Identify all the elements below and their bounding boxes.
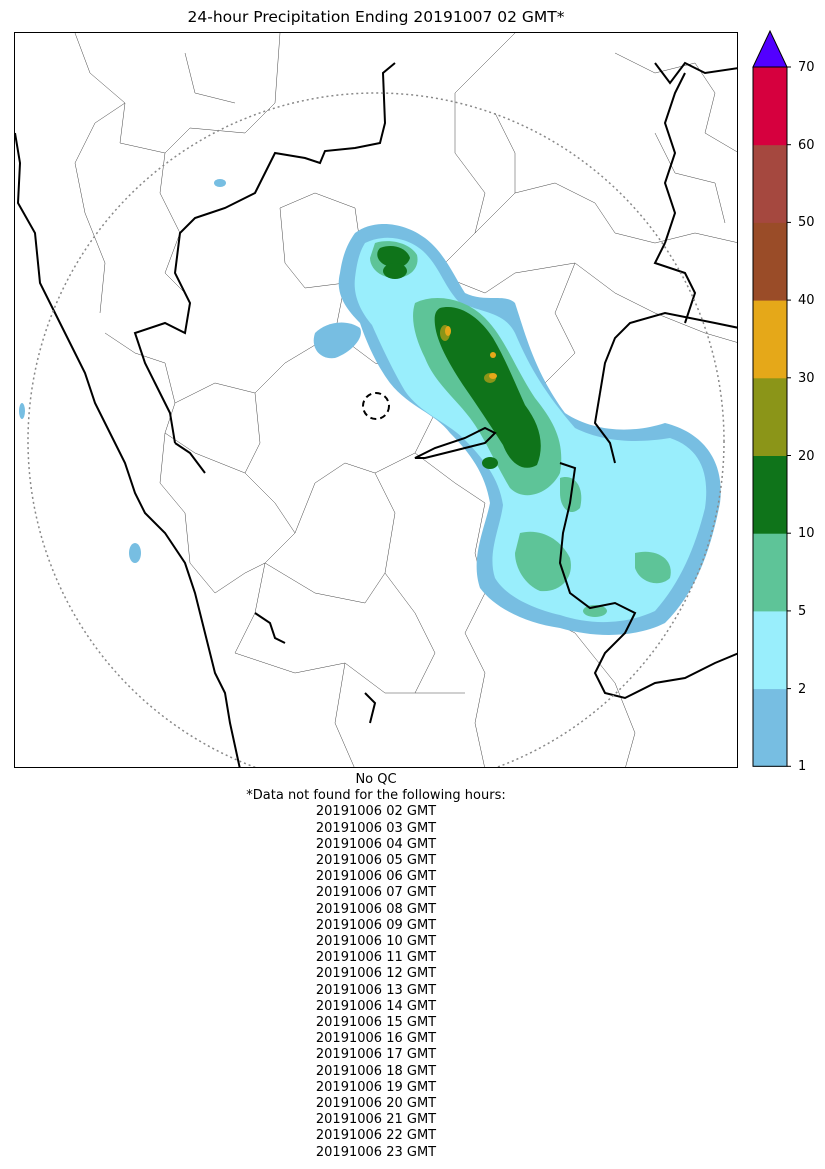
district-boundaries: [74, 33, 737, 767]
missing-hour-item: 20191006 20 GMT: [315, 1096, 437, 1112]
notes-block: No QC *Data not found for the following …: [0, 772, 752, 1161]
colorbar-segment: [753, 222, 787, 301]
missing-hour-item: 20191006 09 GMT: [315, 917, 437, 933]
missing-hour-item: 20191006 22 GMT: [315, 1128, 437, 1144]
colorbar-tick-label: 40: [798, 293, 815, 309]
precip-10-20mm: [377, 246, 541, 469]
missing-hour-item: 20191006 07 GMT: [315, 885, 437, 901]
colorbar-tick-label: 50: [798, 215, 815, 231]
missing-hour-item: 20191006 03 GMT: [315, 820, 437, 836]
colorbar-tick-label: 20: [798, 448, 815, 464]
colorbar-segment: [753, 67, 787, 146]
missing-data-header: *Data not found for the following hours:: [246, 788, 506, 804]
precip-30-40mm: [445, 326, 497, 379]
missing-hour-item: 20191006 18 GMT: [315, 1063, 437, 1079]
colorbar-tick-label: 2: [798, 681, 807, 697]
colorbar-extend-arrow: [752, 29, 788, 68]
radar-range-ring: [27, 92, 725, 767]
colorbar-tick-label: 1: [798, 759, 807, 775]
state-boundaries: [15, 61, 737, 767]
colorbar-segment: [753, 610, 787, 690]
qc-note: No QC: [355, 772, 397, 787]
missing-hour-item: 20191006 17 GMT: [315, 1047, 437, 1063]
colorbar-segment: [753, 533, 787, 612]
map-title: 24-hour Precipitation Ending 20191007 02…: [187, 8, 565, 26]
precipitation-map: [14, 32, 738, 768]
colorbar-tick-label: 70: [798, 60, 815, 75]
missing-hour-item: 20191006 14 GMT: [315, 998, 437, 1014]
colorbar-tick-label: 10: [798, 526, 815, 542]
missing-hour-item: 20191006 12 GMT: [315, 966, 437, 982]
missing-hour-item: 20191006 10 GMT: [315, 934, 437, 950]
missing-hour-item: 20191006 05 GMT: [315, 853, 437, 869]
colorbar-segment: [753, 300, 787, 379]
radar-site-marker: [362, 392, 390, 420]
missing-hour-item: 20191006 13 GMT: [315, 982, 437, 998]
missing-hour-item: 20191006 19 GMT: [315, 1079, 437, 1095]
colorbar: [752, 29, 792, 774]
missing-hour-item: 20191006 15 GMT: [315, 1015, 437, 1031]
missing-hour-item: 20191006 21 GMT: [315, 1112, 437, 1128]
missing-hour-item: 20191006 08 GMT: [315, 901, 437, 917]
colorbar-segment: [753, 377, 787, 456]
colorbar-tick-label: 60: [798, 137, 815, 153]
missing-hour-item: 20191006 23 GMT: [315, 1144, 437, 1160]
colorbar-graphic: [752, 29, 791, 767]
missing-hour-item: 20191006 04 GMT: [315, 836, 437, 852]
colorbar-segment: [753, 144, 787, 223]
missing-hour-item: 20191006 02 GMT: [315, 804, 437, 820]
colorbar-tick-label: 5: [798, 603, 807, 619]
colorbar-segment: [753, 688, 787, 767]
map-canvas: [15, 33, 737, 767]
colorbar-outline: [752, 66, 788, 767]
colorbar-segment: [753, 455, 787, 534]
missing-hour-item: 20191006 11 GMT: [315, 950, 437, 966]
missing-hour-item: 20191006 16 GMT: [315, 1031, 437, 1047]
colorbar-tick-label: 30: [798, 370, 815, 386]
missing-hours-list: 20191006 02 GMT 20191006 03 GMT 20191006 0…: [0, 804, 752, 1160]
missing-hour-item: 20191006 06 GMT: [315, 869, 437, 885]
